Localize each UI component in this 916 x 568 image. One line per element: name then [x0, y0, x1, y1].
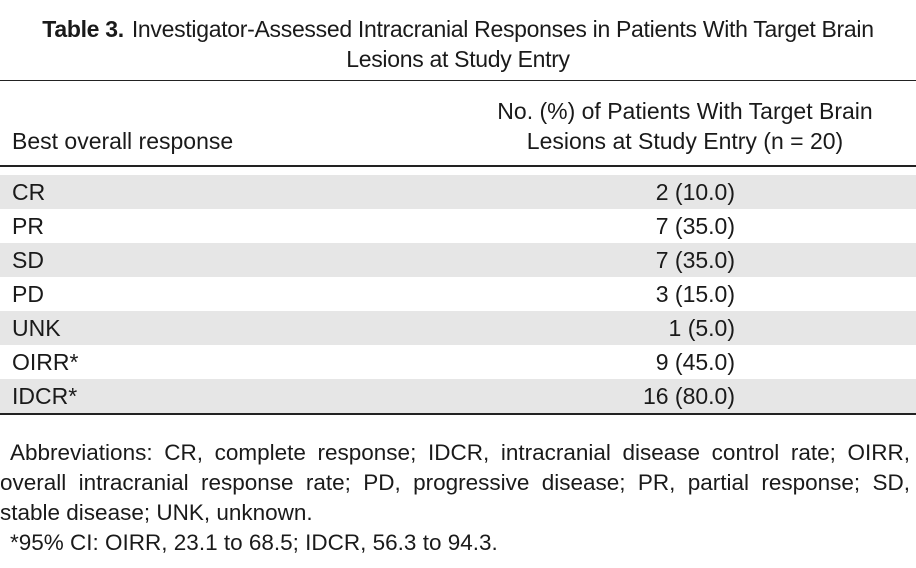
rule [0, 413, 916, 415]
row-label: IDCR* [12, 383, 78, 409]
row-value: 9 (45.0) [655, 349, 735, 375]
row-label: CR [12, 179, 46, 205]
row-value: 3 (15.0) [655, 281, 735, 307]
row-value: 16 (80.0) [642, 383, 735, 409]
table-row: IDCR* 16 (80.0) [0, 379, 916, 413]
row-value: 2 (10.0) [655, 179, 735, 205]
column-header: Best overall response [12, 128, 234, 154]
row-value: 7 (35.0) [655, 247, 735, 273]
row-label: PR [12, 213, 44, 239]
rule [0, 165, 916, 167]
row-label: UNK [12, 315, 61, 341]
footnotes: Abbreviations: CR, complete response; ID… [0, 438, 910, 558]
table-title: Table 3. Investigator-Assessed Intracrani… [8, 14, 908, 74]
rule [0, 80, 916, 81]
row-label: SD [12, 247, 44, 273]
table-row: SD 7 (35.0) [0, 243, 916, 277]
table-row: CR 2 (10.0) [0, 175, 916, 209]
table-row: PD 3 (15.0) [0, 277, 916, 311]
title-text: Investigator-Assessed Intracranial Respo… [131, 16, 874, 72]
footnote: *95% CI: OIRR, 23.1 to 68.5; IDCR, 56.3 … [10, 530, 498, 555]
table-row: UNK 1 (5.0) [0, 311, 916, 345]
row-value: 1 (5.0) [668, 315, 735, 341]
table-label: Table 3. [42, 16, 124, 42]
row-value: 7 (35.0) [655, 213, 735, 239]
table-row: OIRR* 9 (45.0) [0, 345, 916, 379]
row-label: OIRR* [12, 349, 79, 375]
table-row: PR 7 (35.0) [0, 209, 916, 243]
footnote: Abbreviations: CR, complete response; ID… [0, 440, 910, 525]
column-header: No. (%) of Patients With Target Brain Le… [497, 98, 873, 154]
row-label: PD [12, 281, 44, 307]
